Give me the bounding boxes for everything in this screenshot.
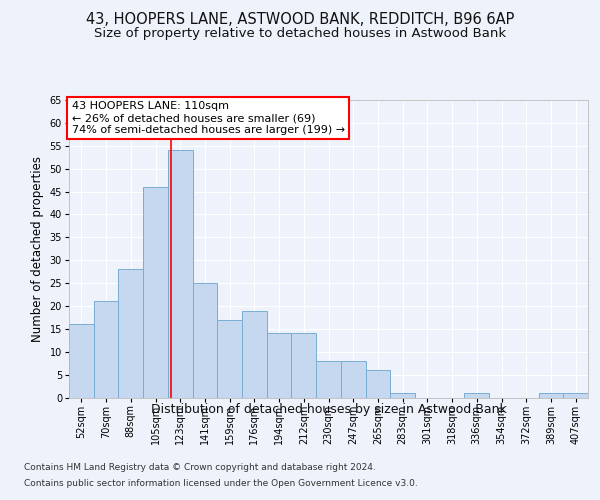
Bar xyxy=(143,187,168,398)
Bar xyxy=(118,270,143,398)
Bar xyxy=(316,361,341,398)
Bar xyxy=(390,393,415,398)
Bar xyxy=(464,393,489,398)
Text: Contains HM Land Registry data © Crown copyright and database right 2024.: Contains HM Land Registry data © Crown c… xyxy=(24,462,376,471)
Bar xyxy=(563,393,588,398)
Text: 43 HOOPERS LANE: 110sqm
← 26% of detached houses are smaller (69)
74% of semi-de: 43 HOOPERS LANE: 110sqm ← 26% of detache… xyxy=(71,102,345,134)
Text: Size of property relative to detached houses in Astwood Bank: Size of property relative to detached ho… xyxy=(94,28,506,40)
Bar xyxy=(217,320,242,398)
Bar xyxy=(292,334,316,398)
Bar xyxy=(539,393,563,398)
Bar xyxy=(69,324,94,398)
Bar xyxy=(365,370,390,398)
Bar xyxy=(341,361,365,398)
Bar xyxy=(168,150,193,398)
Y-axis label: Number of detached properties: Number of detached properties xyxy=(31,156,44,342)
Bar xyxy=(242,310,267,398)
Text: Contains public sector information licensed under the Open Government Licence v3: Contains public sector information licen… xyxy=(24,479,418,488)
Bar xyxy=(193,283,217,398)
Bar xyxy=(267,334,292,398)
Bar xyxy=(94,302,118,398)
Text: 43, HOOPERS LANE, ASTWOOD BANK, REDDITCH, B96 6AP: 43, HOOPERS LANE, ASTWOOD BANK, REDDITCH… xyxy=(86,12,514,28)
Text: Distribution of detached houses by size in Astwood Bank: Distribution of detached houses by size … xyxy=(151,402,506,415)
